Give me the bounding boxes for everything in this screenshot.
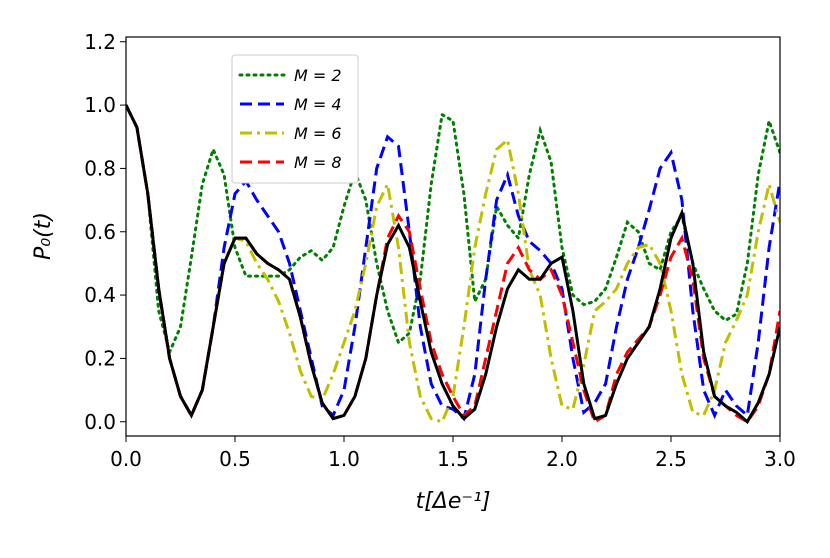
legend-label: M = 2 [294,66,342,85]
legend-label: M = 8 [294,153,342,172]
plot-frame [125,36,781,437]
series-line [126,104,780,422]
y-tick-label: 0.4 [84,283,116,307]
series-line [126,103,780,357]
legend-box [231,54,359,184]
legend-label: M = 4 [294,95,342,114]
x-tick-label: 3.0 [764,447,796,471]
y-tick-label: 0.6 [84,220,116,244]
x-tick-label: 2.0 [546,447,578,471]
y-tick-label: 1.0 [84,93,116,117]
x-axis-label: t[Δe⁻¹] [416,489,491,514]
x-tick-label: 1.5 [437,447,469,471]
legend-label: M = 6 [294,124,342,143]
series-line [126,104,780,425]
y-tick-label: 0.8 [84,156,116,180]
x-tick-label: 1.0 [328,447,360,471]
y-tick-label: 0.2 [84,346,116,370]
y-axis-label: P₀(t) [31,212,56,260]
y-tick-label: 0.0 [84,410,116,434]
x-tick-label: 0.0 [110,447,142,471]
x-tick-label: 0.5 [219,447,251,471]
x-tick-label: 2.5 [655,447,687,471]
series-line [126,104,780,425]
y-tick-label: 1.2 [84,30,116,54]
